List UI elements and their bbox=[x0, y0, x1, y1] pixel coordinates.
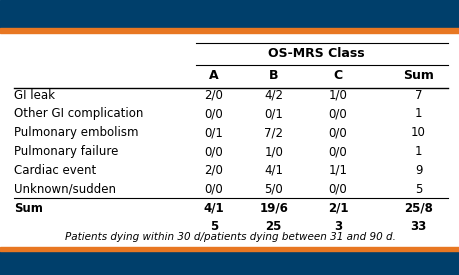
Text: 25: 25 bbox=[265, 220, 281, 233]
Text: 25/8: 25/8 bbox=[403, 202, 432, 214]
Text: C: C bbox=[333, 69, 342, 82]
Text: 4/1: 4/1 bbox=[263, 164, 283, 177]
Text: 0/0: 0/0 bbox=[328, 108, 347, 120]
Text: 5: 5 bbox=[414, 183, 421, 196]
Text: OS-MRS Class: OS-MRS Class bbox=[267, 47, 364, 60]
Text: B: B bbox=[269, 69, 278, 82]
Text: Pulmonary failure: Pulmonary failure bbox=[14, 145, 118, 158]
Text: 10: 10 bbox=[410, 126, 425, 139]
Text: Pulmonary embolism: Pulmonary embolism bbox=[14, 126, 138, 139]
Text: 19/6: 19/6 bbox=[259, 202, 287, 214]
Text: Cardiac event: Cardiac event bbox=[14, 164, 96, 177]
Text: 4/2: 4/2 bbox=[263, 89, 283, 101]
Text: Source: Ann Surg © 2007 Lippincott Williams & Wilkins: Source: Ann Surg © 2007 Lippincott Willi… bbox=[196, 258, 445, 268]
Text: Sum: Sum bbox=[14, 202, 43, 214]
Text: Medscape®: Medscape® bbox=[10, 7, 93, 21]
Text: 0/0: 0/0 bbox=[204, 145, 223, 158]
Text: 1: 1 bbox=[414, 108, 421, 120]
Text: 2/0: 2/0 bbox=[204, 164, 223, 177]
Text: 9: 9 bbox=[414, 164, 421, 177]
Text: 2/1: 2/1 bbox=[327, 202, 347, 214]
Text: 0/1: 0/1 bbox=[263, 108, 283, 120]
Text: 0/0: 0/0 bbox=[204, 108, 223, 120]
Text: 33: 33 bbox=[409, 220, 426, 233]
Text: 5/0: 5/0 bbox=[264, 183, 282, 196]
Text: Other GI complication: Other GI complication bbox=[14, 108, 143, 120]
Text: 2/0: 2/0 bbox=[204, 89, 223, 101]
Text: 0/0: 0/0 bbox=[328, 126, 347, 139]
Text: Sum: Sum bbox=[402, 69, 433, 82]
Text: 4/1: 4/1 bbox=[203, 202, 224, 214]
Text: 1/1: 1/1 bbox=[328, 164, 347, 177]
Text: 0/0: 0/0 bbox=[204, 183, 223, 196]
Text: 1: 1 bbox=[414, 145, 421, 158]
Text: 5: 5 bbox=[209, 220, 218, 233]
Text: A: A bbox=[209, 69, 218, 82]
Text: 7/2: 7/2 bbox=[263, 126, 283, 139]
Text: www.medscape.com: www.medscape.com bbox=[193, 7, 313, 21]
Text: 0/0: 0/0 bbox=[328, 183, 347, 196]
Text: Unknown/sudden: Unknown/sudden bbox=[14, 183, 116, 196]
Text: 1/0: 1/0 bbox=[328, 89, 347, 101]
Text: GI leak: GI leak bbox=[14, 89, 55, 101]
Text: 7: 7 bbox=[414, 89, 421, 101]
Text: 0/1: 0/1 bbox=[204, 126, 223, 139]
Text: 1/0: 1/0 bbox=[263, 145, 283, 158]
Text: 3: 3 bbox=[333, 220, 341, 233]
Text: Patients dying within 30 d/patients dying between 31 and 90 d.: Patients dying within 30 d/patients dyin… bbox=[64, 232, 395, 242]
Text: 0/0: 0/0 bbox=[328, 145, 347, 158]
